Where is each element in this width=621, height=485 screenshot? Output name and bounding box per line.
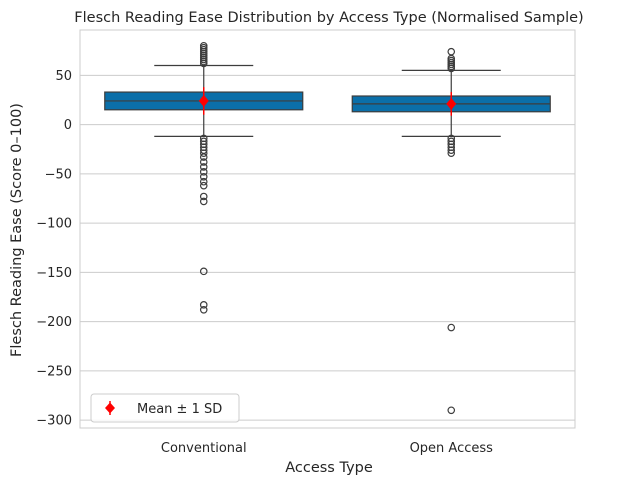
y-tick-label: −100: [36, 217, 72, 232]
y-tick-label: −250: [36, 364, 72, 379]
x-tick-label: Open Access: [410, 441, 494, 456]
outlier-point: [447, 323, 456, 332]
outlier-point: [199, 301, 208, 309]
plot-area: 50 0 −50 −100 −150 −200 −250 −300 Conventional Op…: [36, 29, 576, 456]
legend-label: Mean ± 1 SD: [137, 402, 222, 417]
x-tick-label: Conventional: [161, 441, 247, 456]
y-tick-label: −150: [36, 266, 72, 281]
mean-marker: [446, 97, 457, 110]
chart-title: Flesch Reading Ease Distribution by Acce…: [74, 10, 583, 26]
y-axis-label: Flesch Reading Ease (Score 0–100): [9, 103, 25, 357]
y-tick-label: −300: [36, 414, 72, 429]
outlier-point: [199, 153, 208, 161]
outlier-point: [199, 168, 208, 176]
outlier-point: [199, 192, 208, 201]
y-tick-label: −50: [45, 167, 72, 182]
outlier-point: [447, 406, 456, 415]
outlier-point: [447, 149, 456, 157]
plot-frame: [79, 29, 576, 429]
y-tick-label: 50: [55, 69, 72, 84]
outlier-point: [447, 146, 456, 154]
legend: Mean ± 1 SD: [90, 393, 240, 423]
outlier-point: [199, 177, 208, 186]
y-tick-label: −200: [36, 315, 72, 330]
outlier-point: [199, 181, 208, 190]
outlier-point: [199, 149, 208, 157]
legend-diamond-marker-icon: [105, 402, 115, 414]
legend-frame: [90, 393, 240, 423]
outlier-point: [199, 163, 208, 171]
outlier-point: [199, 197, 208, 206]
outlier-point: [447, 47, 456, 56]
outlier-point: [199, 267, 208, 276]
outlier-point: [199, 158, 208, 166]
outlier-point: [199, 305, 208, 314]
y-tick-label: 0: [64, 118, 72, 133]
outlier-point: [199, 41, 208, 50]
outlier-point: [199, 172, 208, 181]
mean-marker: [198, 94, 209, 107]
x-axis-label: Access Type: [285, 460, 373, 476]
